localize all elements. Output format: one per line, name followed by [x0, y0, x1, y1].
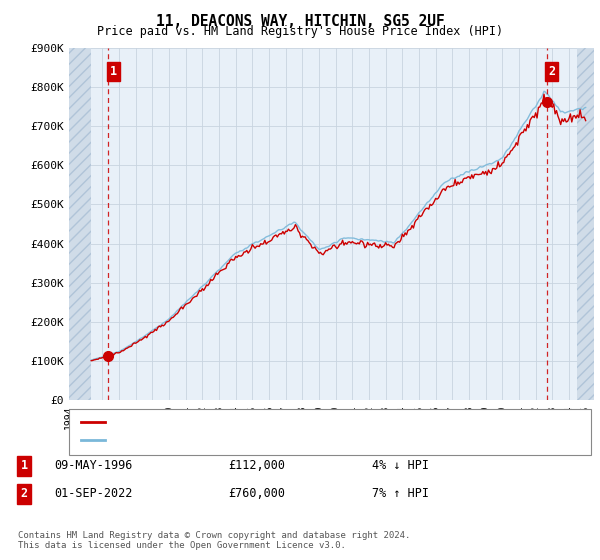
Text: 09-MAY-1996: 09-MAY-1996 — [54, 459, 133, 473]
Text: 01-SEP-2022: 01-SEP-2022 — [54, 487, 133, 501]
Text: 11, DEACONS WAY, HITCHIN, SG5 2UF: 11, DEACONS WAY, HITCHIN, SG5 2UF — [155, 14, 445, 29]
Text: HPI: Average price, detached house, North Hertfordshire: HPI: Average price, detached house, Nort… — [108, 435, 452, 445]
Bar — [69, 48, 91, 400]
Bar — [577, 48, 594, 400]
Text: 4% ↓ HPI: 4% ↓ HPI — [372, 459, 429, 473]
Text: £112,000: £112,000 — [228, 459, 285, 473]
Text: 2: 2 — [548, 64, 556, 78]
Text: Price paid vs. HM Land Registry's House Price Index (HPI): Price paid vs. HM Land Registry's House … — [97, 25, 503, 38]
Text: 1: 1 — [110, 64, 117, 78]
Text: 1: 1 — [20, 459, 28, 473]
Text: £760,000: £760,000 — [228, 487, 285, 501]
Text: Contains HM Land Registry data © Crown copyright and database right 2024.
This d: Contains HM Land Registry data © Crown c… — [18, 530, 410, 550]
Text: 7% ↑ HPI: 7% ↑ HPI — [372, 487, 429, 501]
Text: 2: 2 — [20, 487, 28, 501]
Text: 11, DEACONS WAY, HITCHIN, SG5 2UF (detached house): 11, DEACONS WAY, HITCHIN, SG5 2UF (detac… — [108, 417, 421, 427]
